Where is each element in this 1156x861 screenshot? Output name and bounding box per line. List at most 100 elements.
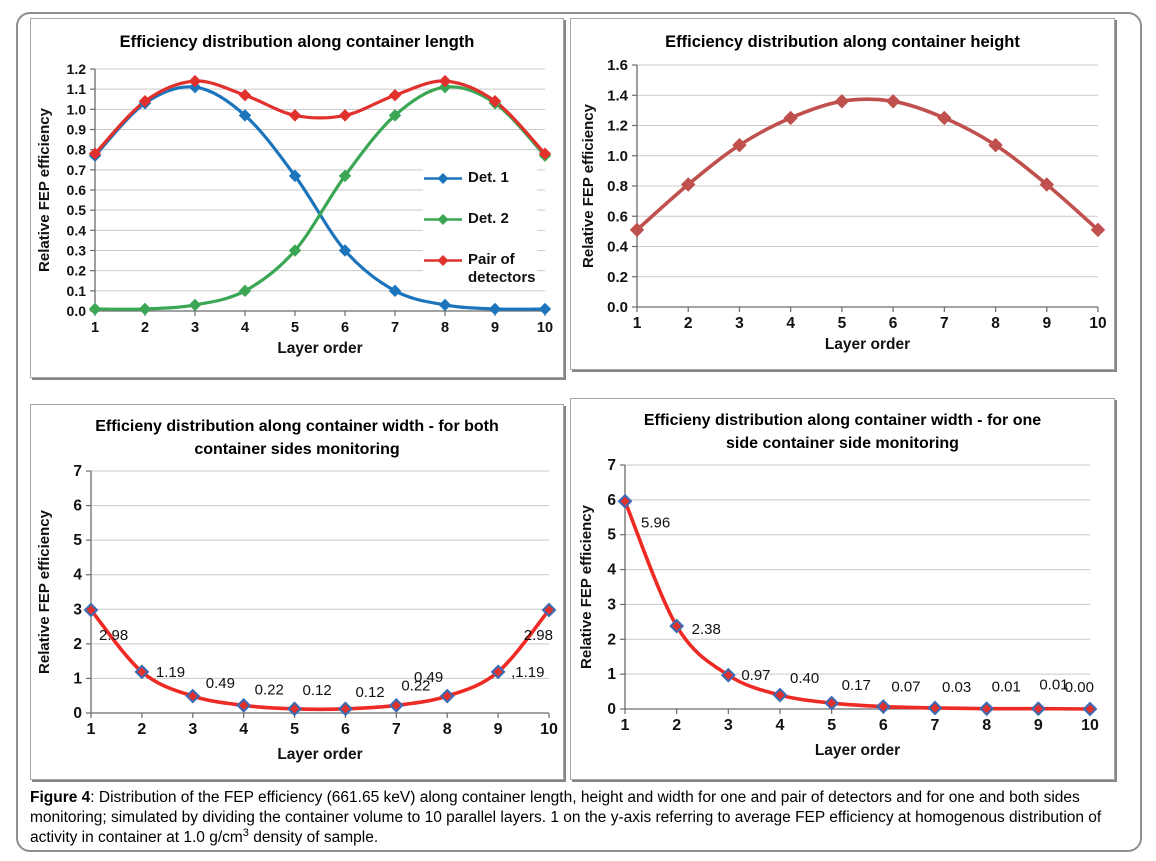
x-tick-label: 6 — [879, 717, 888, 734]
x-axis-title: Layer order — [277, 340, 362, 357]
data-label: 2.98 — [524, 627, 553, 644]
y-tick-label: 3 — [73, 601, 82, 618]
y-tick-label: 7 — [607, 457, 616, 474]
y-axis-title: Relative FEP efficiency — [580, 103, 597, 268]
y-tick-label: 2 — [607, 631, 616, 648]
data-label: 0.97 — [741, 667, 770, 684]
series-marker-0 — [438, 298, 452, 312]
series-marker-0 — [439, 688, 455, 704]
series-marker-2 — [438, 74, 452, 88]
series-marker-0 — [288, 169, 302, 183]
x-tick-label: 9 — [1034, 717, 1043, 734]
x-tick-label: 5 — [291, 320, 299, 336]
x-tick-label: 8 — [991, 315, 1000, 332]
series-marker-0 — [979, 701, 995, 717]
y-tick-label: 0.6 — [67, 182, 87, 198]
chart-title-width-both-sides: Efficieny distribution along container w… — [95, 418, 499, 459]
y-tick-label: 3 — [607, 596, 616, 613]
x-tick-label: 3 — [188, 721, 197, 738]
legend-entry-det2: Det. 2 — [423, 210, 537, 229]
y-tick-label: 4 — [607, 562, 616, 579]
series-marker-0 — [720, 667, 736, 683]
legend-marker-pair — [424, 254, 462, 266]
y-tick-label: 1.2 — [607, 118, 628, 135]
x-tick-label: 8 — [443, 721, 452, 738]
x-tick-label: 10 — [1089, 315, 1106, 332]
x-tick-label: 6 — [341, 721, 350, 738]
series-marker-0 — [488, 302, 502, 316]
x-axis-title: Layer order — [825, 336, 910, 353]
series-marker-0 — [236, 697, 252, 713]
y-axis-title: Relative FEP efficiency — [578, 504, 595, 669]
series-marker-0 — [669, 618, 685, 634]
data-label: 5.96 — [641, 514, 670, 531]
x-tick-label: 8 — [441, 320, 449, 336]
data-label: 0.49 — [206, 675, 235, 692]
series-marker-0 — [238, 109, 252, 122]
data-label: 0.40 — [790, 670, 819, 687]
series-line-0 — [635, 97, 1100, 232]
x-tick-label: 1 — [87, 721, 96, 738]
series-marker-0 — [875, 699, 891, 714]
x-tick-label: 4 — [239, 721, 248, 738]
series-marker-2 — [188, 74, 202, 88]
x-tick-label: 7 — [940, 315, 949, 332]
legend-marker-det2 — [424, 213, 462, 225]
series-marker-0 — [1030, 701, 1046, 717]
series-marker-2 — [138, 95, 152, 108]
figure-caption-label: Figure 4 — [30, 789, 91, 806]
data-label: 2.98 — [99, 627, 128, 644]
y-tick-label: 0 — [607, 701, 616, 718]
x-tick-label: 8 — [982, 717, 991, 734]
series-marker-1 — [288, 244, 302, 257]
series-marker-0 — [617, 493, 633, 509]
x-tick-label: 4 — [776, 717, 785, 734]
series-marker-0 — [388, 284, 402, 298]
series-marker-1 — [388, 109, 402, 122]
x-tick-label: 10 — [1081, 717, 1099, 734]
series-marker-0 — [388, 697, 404, 713]
series-marker-0 — [772, 687, 788, 703]
y-tick-label: 1.1 — [67, 81, 87, 97]
x-tick-label: 4 — [241, 320, 249, 336]
data-label: 0.03 — [942, 679, 971, 696]
x-tick-label: 3 — [724, 717, 733, 734]
series-marker-0 — [937, 110, 952, 126]
figure-caption-text-end: density of sample. — [248, 829, 379, 847]
series-line-1 — [93, 85, 547, 311]
y-tick-label: 1 — [73, 670, 82, 687]
x-tick-label: 5 — [827, 717, 836, 734]
x-tick-label: 4 — [786, 315, 795, 332]
data-label: 2.38 — [692, 621, 721, 638]
series-marker-1 — [338, 169, 352, 183]
chart-title-width-one-side: Efficieny distribution along container w… — [643, 412, 1042, 453]
chart-plot-height: 0.0 0.2 0.4 0.6 0.8 1.0 1.2 1.4 1.6 1 2 3 4 5 6 7 8 9 10 Re… — [580, 57, 1107, 353]
x-tick-label: 5 — [290, 721, 299, 738]
series-marker-0 — [134, 664, 150, 680]
series-marker-0 — [541, 602, 557, 618]
series-marker-0 — [1082, 701, 1098, 717]
series-marker-0 — [927, 700, 943, 716]
series-marker-2 — [338, 109, 352, 122]
data-label: 0.17 — [842, 677, 871, 694]
data-label: 0.01 — [1039, 677, 1068, 694]
figure-caption: Figure 4: Distribution of the FEP effici… — [30, 788, 1126, 848]
y-tick-label: 0.4 — [607, 239, 629, 256]
y-tick-label: 0.6 — [607, 208, 628, 225]
series-marker-2 — [238, 89, 252, 102]
y-tick-label: 0.2 — [67, 263, 87, 279]
data-label: ,1.19 — [511, 664, 544, 681]
legend: Det. 1 Det. 2 Pair of detectors — [423, 169, 537, 288]
data-label: 1.19 — [156, 664, 185, 681]
y-tick-label: 0.4 — [67, 222, 87, 238]
legend-label-det2: Det. 2 — [468, 209, 509, 227]
data-label: 0.12 — [303, 682, 332, 699]
y-tick-label: 7 — [73, 463, 82, 480]
y-tick-label: 0.7 — [67, 162, 87, 178]
x-tick-label: 6 — [889, 315, 898, 332]
y-tick-label: 4 — [73, 567, 82, 584]
legend-entry-det1: Det. 1 — [423, 169, 537, 188]
x-tick-label: 9 — [1042, 315, 1051, 332]
series-marker-0 — [1090, 222, 1106, 238]
